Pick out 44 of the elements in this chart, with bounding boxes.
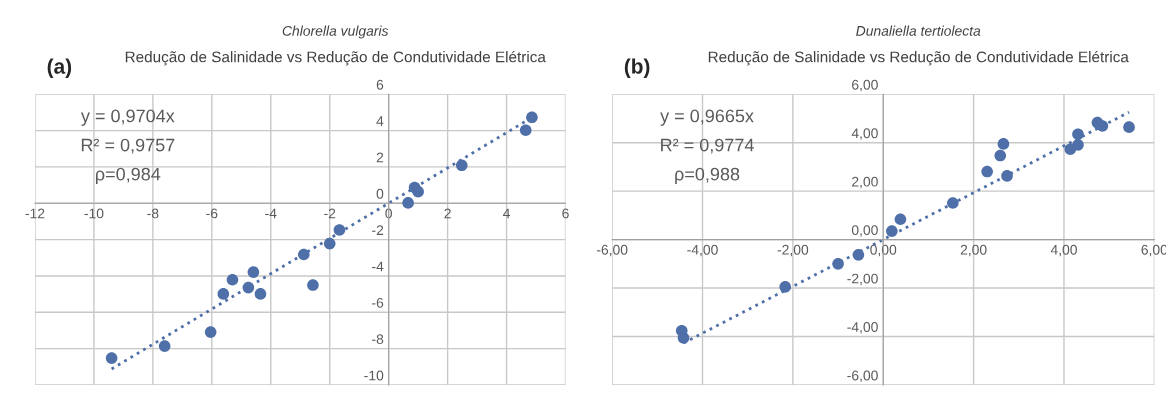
x-tick-label: -2,00 [777,244,809,257]
y-tick-label: -2,00 [847,273,878,286]
x-tick-label: 6 [562,208,569,219]
x-tick-label: 4 [503,208,511,219]
y-tick-label: 6 [376,79,384,90]
annotation: R² = 0,9757 [81,138,175,154]
y-tick-label: -6,00 [847,370,878,383]
y-tick-label: 4,00 [851,128,878,140]
chart-subtitle: Redução de Salinidade vs Redução de Condutividade Elétrica [708,50,1129,66]
annotation: y = 0,9704x [80,109,175,126]
y-tick-label: 2,00 [852,176,878,189]
x-tick-label: 0 [385,208,392,219]
x-tick-label: 2,00 [960,244,987,257]
x-tick-label: -10 [84,208,104,219]
y-tick-label: 6,00 [852,79,878,92]
x-tick-label: 4,00 [1050,244,1077,257]
y-tick-label: 2 [376,152,384,163]
x-tick-label: 0,00 [870,244,897,257]
text: (b) [624,58,650,78]
x-tick-label: 2 [444,208,451,219]
y-tick-label: 4 [376,116,384,126]
x-tick-label: -6,00 [596,244,628,257]
y-tick-label: 0 [376,188,384,199]
y-tick-label: -10 [364,370,384,381]
y-tick-label: -4 [372,261,384,272]
text: (a) [47,58,72,78]
x-tick-label: -4,00 [687,244,718,257]
y-tick-label: -8 [372,334,384,345]
x-tick-label: -8 [147,208,159,219]
y-tick-label: -4,00 [847,322,878,334]
chart-title: Dunaliella tertiolecta [856,25,981,36]
annotation: ρ=0,988 [675,167,740,185]
annotation: ρ=0,984 [95,167,161,185]
annotation: R² = 0,9774 [661,138,754,154]
y-tick-label: 0,00 [851,225,878,237]
x-tick-label: -2 [324,208,336,219]
chart-subtitle: Redução de Salinidade vs Redução de Condutividade Elétrica [125,50,546,66]
chart-title: Chlorella vulgaris [282,25,389,39]
y-tick-label: -2 [372,225,384,235]
x-tick-label: -6 [206,208,218,219]
x-tick-label: -12 [25,208,45,219]
y-tick-label: -6 [372,297,384,308]
annotation: y = 0,9665x [660,109,754,126]
x-tick-label: -4 [265,208,277,219]
